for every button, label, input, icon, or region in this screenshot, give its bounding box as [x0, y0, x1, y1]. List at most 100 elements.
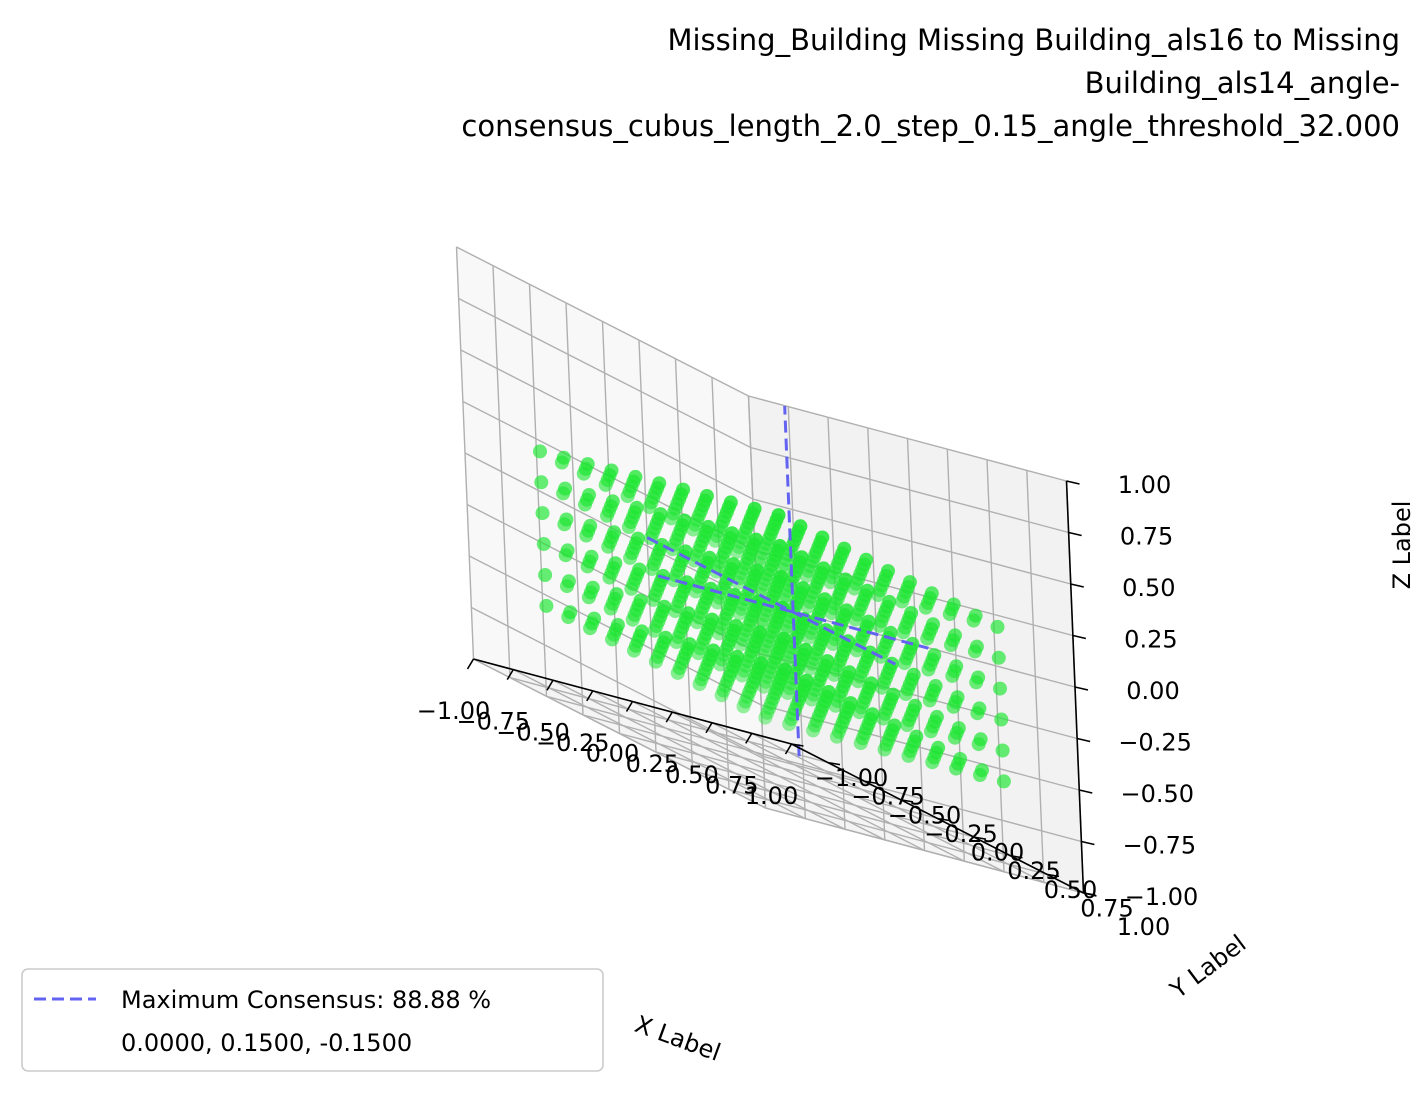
- scatter-points: [533, 444, 1011, 789]
- scatter-point: [990, 619, 1005, 634]
- chart-title: Missing_Building Missing Building_als16 …: [461, 23, 1400, 143]
- z-tick-mark: [1074, 686, 1089, 691]
- scatter-point: [795, 581, 810, 596]
- y-tick-label: 0.00: [971, 839, 1024, 867]
- gridline-y: [711, 377, 1048, 876]
- x-axis-label: X Label: [631, 1010, 724, 1067]
- x-tick-label: 0.75: [705, 771, 758, 799]
- z-tick-mark: [1066, 480, 1080, 485]
- scatter-point: [585, 580, 600, 595]
- scatter-point: [968, 608, 983, 623]
- scatter-point: [817, 592, 832, 607]
- gridline-y: [638, 340, 975, 838]
- y-tick-mark: [827, 761, 841, 766]
- scatter-point: [653, 507, 668, 522]
- scatter-point: [794, 550, 809, 565]
- scatter-point: [654, 538, 669, 552]
- scatter-point: [953, 752, 968, 766]
- scatter-point: [558, 481, 573, 496]
- scatter-point: [632, 562, 647, 577]
- scatter-point: [583, 518, 598, 533]
- scatter-point: [950, 690, 965, 705]
- scatter-point: [699, 489, 714, 503]
- scatter-point: [776, 631, 791, 646]
- scatter-point: [798, 642, 813, 657]
- scatter-point: [882, 594, 897, 609]
- scatter-point: [723, 495, 738, 510]
- scatter-point: [657, 599, 672, 614]
- scatter-point: [909, 729, 924, 744]
- scatter-point: [701, 519, 716, 534]
- gridline-y: [565, 302, 902, 801]
- scatter-point: [861, 614, 876, 629]
- scatter-point: [881, 564, 895, 578]
- y-tick-mark: [1046, 873, 1060, 878]
- scatter-point: [948, 628, 962, 643]
- scatter-point: [605, 494, 620, 509]
- scatter-point: [838, 572, 853, 587]
- z-tick-label: 1.00: [1118, 471, 1171, 499]
- scatter-point: [752, 625, 767, 640]
- scatter-point: [931, 740, 946, 755]
- y-tick-mark: [791, 743, 804, 747]
- scatter-point: [652, 476, 667, 491]
- scatter-point: [864, 676, 879, 691]
- y-tick-mark: [1083, 892, 1096, 896]
- scatter-point: [972, 701, 987, 716]
- chart-title-line-1: Missing_Building Missing Building_als16 …: [667, 23, 1400, 57]
- scatter-point: [582, 488, 596, 502]
- x-tick-mark: [745, 732, 753, 744]
- scatter-point: [726, 557, 741, 572]
- scatter-point: [630, 531, 645, 546]
- scatter-point: [994, 712, 1009, 727]
- scatter-point: [971, 670, 986, 685]
- scatter-point: [633, 593, 648, 608]
- scatter-point: [906, 667, 921, 682]
- scatter-point: [951, 721, 966, 736]
- scatter-point: [815, 530, 830, 545]
- scatter-point: [682, 637, 697, 652]
- scatter-point: [604, 463, 619, 478]
- scatter-point: [771, 508, 786, 523]
- y-tick-mark: [973, 836, 987, 840]
- gridline-z: [456, 246, 1067, 482]
- scatter-point: [535, 506, 550, 521]
- z-tick-label: 0.25: [1124, 626, 1177, 654]
- scatter-point: [658, 630, 673, 645]
- x-tick-mark: [546, 679, 554, 691]
- scatter-point: [580, 457, 595, 472]
- z-tick-label: −1.00: [1125, 883, 1199, 911]
- z-tick-label: 0.00: [1126, 677, 1179, 705]
- y-tick-label: 0.75: [1080, 894, 1133, 922]
- x-tick-mark: [466, 658, 475, 670]
- x-tick-label: −0.75: [457, 708, 531, 736]
- scatter-point: [927, 648, 942, 663]
- scatter-point: [560, 543, 575, 558]
- x-tick-mark: [665, 711, 673, 723]
- y-tick-label: −0.50: [888, 801, 962, 829]
- scatter-point: [677, 513, 692, 528]
- scatter-point: [725, 526, 739, 541]
- scatter-point: [772, 539, 787, 553]
- scatter-point: [610, 618, 625, 632]
- scatter-point: [926, 617, 940, 632]
- axis-ticks: −1.00−1.00−1.00−0.75−0.75−0.75−0.50−0.50…: [417, 471, 1199, 941]
- scatter-point: [561, 574, 576, 589]
- scatter-point: [536, 537, 551, 551]
- scatter-point: [748, 532, 763, 547]
- scatter-point: [839, 603, 854, 618]
- x-tick-label: −0.25: [536, 729, 610, 757]
- scatter-point: [706, 643, 721, 658]
- legend-entry-maximum-consensus: Maximum Consensus: 88.88 %: [121, 986, 491, 1014]
- scatter-point: [865, 707, 880, 722]
- scatter-point: [681, 606, 696, 621]
- scatter-point: [924, 586, 939, 601]
- scatter-point: [702, 550, 717, 565]
- scatter-point: [629, 500, 644, 515]
- z-tick-mark: [1070, 583, 1084, 588]
- z-tick-mark: [1081, 840, 1095, 846]
- y-tick-label: 1.00: [1117, 913, 1170, 941]
- scatter-point: [973, 732, 988, 747]
- y-tick-mark: [937, 817, 950, 822]
- scatter-point: [628, 469, 643, 484]
